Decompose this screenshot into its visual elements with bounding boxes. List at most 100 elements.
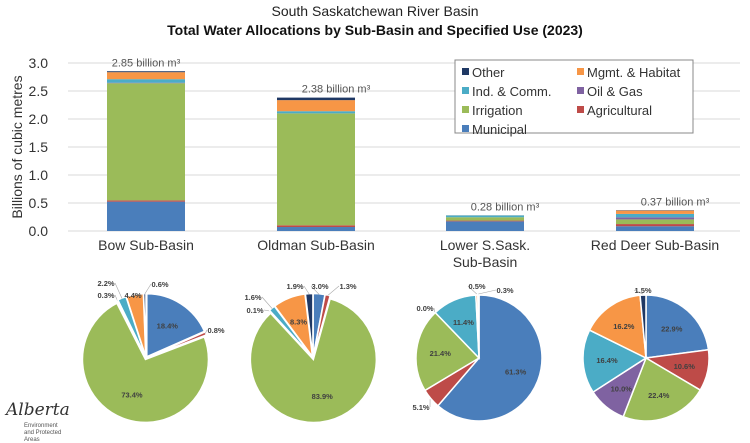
legend-box: [454, 59, 694, 134]
pie-data-label: 83.9%: [312, 392, 334, 401]
pie-data-label: 16.2%: [613, 322, 635, 331]
bar-segment-mgmt-habitat: [616, 210, 694, 214]
bar-segment-mgmt-habitat: [107, 72, 185, 80]
pie-data-label: 0.3%: [496, 286, 513, 295]
legend-label: Other: [472, 65, 505, 80]
pie-data-label: 5.1%: [412, 403, 429, 412]
pie-data-label: 73.4%: [121, 390, 143, 399]
leader-line: [310, 285, 320, 295]
total-label: 0.37 billion m³: [641, 196, 710, 208]
pie-slice-irrigation: [622, 356, 702, 422]
pie-data-label: 10.0%: [611, 384, 633, 393]
pie-data-label: 10.6%: [674, 362, 696, 371]
leader-line: [478, 289, 497, 295]
legend-swatch: [462, 68, 469, 75]
x-tick-label: Red Deer Sub-Basin: [591, 237, 719, 253]
bar-segment-ind-comm-: [107, 79, 185, 83]
x-tick-label: Sub-Basin: [453, 254, 518, 270]
y-tick-label: 2.0: [29, 111, 49, 127]
bar-segment-oil-gas: [107, 82, 185, 84]
pie-data-label: 3.0%: [311, 282, 328, 291]
bar-segment-mgmt-habitat: [277, 100, 355, 112]
pie-data-label: 16.4%: [596, 356, 618, 365]
chart-subtitle: Total Water Allocations by Sub-Basin and…: [167, 22, 583, 38]
leader-line: [327, 285, 340, 296]
leader-line: [263, 309, 270, 312]
leader-line: [467, 285, 477, 295]
pie-data-label: 0.1%: [246, 306, 263, 315]
y-tick-label: 0.5: [29, 195, 49, 211]
pie-slice-agricultural: [147, 330, 208, 359]
bar-segment-oil-gas: [616, 217, 694, 220]
total-label: 2.38 billion m³: [302, 84, 371, 96]
pie-slice-municipal: [146, 292, 206, 358]
legend-label: Ind. & Comm.: [472, 84, 551, 99]
bar-segment-agricultural: [277, 225, 355, 228]
y-axis-label: Billions of cubic metres: [9, 75, 25, 218]
legend-swatch: [462, 106, 469, 113]
x-tick-label: Oldman Sub-Basin: [257, 237, 375, 253]
legend-swatch: [577, 68, 584, 75]
legend-swatch: [577, 87, 584, 94]
logo-subtitle: Environment and Protected Areas: [24, 423, 62, 443]
leader-line: [433, 307, 435, 312]
pie-data-label: 1.6%: [244, 293, 261, 302]
bar-segment-irrigation: [107, 83, 185, 201]
pie-slice-irrigation: [249, 297, 378, 424]
legend-swatch: [462, 87, 469, 94]
x-tick-label: Lower S.Sask.: [440, 237, 530, 253]
bar-segment-municipal: [446, 221, 524, 231]
pie-slice-municipal: [645, 294, 710, 359]
total-label: 0.28 billion m³: [471, 201, 540, 213]
pie-data-label: 0.5%: [468, 282, 485, 291]
pie-data-label: 0.3%: [97, 291, 114, 300]
pie-slice-irrigation: [415, 311, 481, 392]
pie-data-label: 22.4%: [648, 391, 670, 400]
legend-label: Municipal: [472, 122, 527, 137]
pie-slice-ind-comm-: [582, 329, 648, 394]
bar-segment-municipal: [277, 227, 355, 231]
pie-data-label: 1.9%: [286, 282, 303, 291]
pie-slice-municipal: [436, 294, 543, 422]
bar-segment-agricultural: [616, 224, 694, 227]
leader-line: [204, 329, 208, 334]
legend-label: Irrigation: [472, 103, 523, 118]
pie-data-label: 22.9%: [661, 325, 683, 334]
bar-segment-irrigation: [277, 113, 355, 226]
pie-data-label: 18.4%: [157, 321, 179, 330]
total-label: 2.85 billion m³: [112, 57, 181, 69]
leader-line: [114, 282, 123, 299]
bar-segment-ind-comm-: [616, 213, 694, 218]
pie-data-label: 11.4%: [453, 318, 474, 327]
legend-swatch: [577, 106, 584, 113]
pie-data-label: 21.4%: [430, 349, 452, 358]
legend-swatch: [462, 125, 469, 132]
legend-label: Oil & Gas: [587, 84, 643, 99]
y-tick-label: 1.5: [29, 139, 49, 155]
x-tick-label: Bow Sub-Basin: [98, 237, 194, 253]
y-tick-label: 2.5: [29, 83, 49, 99]
pie-slice-irrigation: [81, 302, 210, 424]
legend-label: Agricultural: [587, 103, 652, 118]
leader-line: [303, 285, 310, 295]
bar-segment-irrigation: [446, 217, 524, 221]
pie-data-label: 61.3%: [505, 368, 527, 377]
bar-segment-other: [107, 71, 185, 73]
pie-data-label: 1.3%: [339, 282, 356, 291]
pie-slice-mgmt-habitat: [588, 294, 647, 360]
bar-segment-other: [277, 97, 355, 101]
y-tick-label: 1.0: [29, 167, 49, 183]
bar-segment-municipal: [616, 226, 694, 231]
pie-slice-other: [477, 294, 480, 359]
pie-data-label: 4.4%: [124, 291, 141, 300]
alberta-logo: Alberta: [6, 400, 70, 420]
bar-segment-ind-comm-: [446, 215, 524, 218]
leader-line: [633, 289, 644, 295]
pie-data-label: 1.5%: [634, 286, 651, 295]
bar-segment-agricultural: [446, 220, 524, 222]
pie-data-label: 0.0%: [416, 304, 433, 313]
bar-segment-municipal: [107, 201, 185, 231]
pie-data-label: 2.2%: [97, 279, 114, 288]
leader-line: [261, 296, 273, 309]
